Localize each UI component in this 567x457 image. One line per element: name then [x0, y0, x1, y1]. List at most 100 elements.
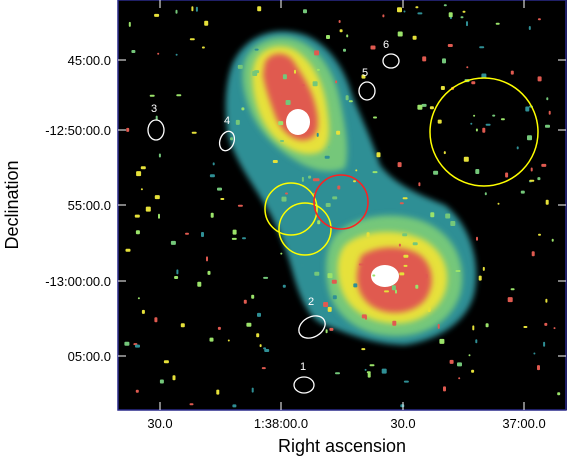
yellow-circle-lower — [278, 202, 332, 256]
point-source — [264, 349, 270, 352]
point-source — [495, 22, 500, 25]
point-source — [135, 230, 140, 235]
source-label-5: 5 — [362, 67, 368, 79]
point-source — [510, 70, 514, 75]
point-source — [472, 325, 475, 331]
point-source — [175, 53, 178, 56]
y-tick-label: 45:00.0 — [68, 53, 111, 68]
point-source — [216, 389, 220, 395]
point-source — [191, 6, 194, 12]
point-source — [553, 327, 556, 330]
point-source — [403, 264, 408, 267]
point-source — [257, 6, 262, 12]
point-source — [485, 323, 489, 328]
point-source — [470, 122, 473, 125]
point-source — [259, 344, 262, 348]
point-source — [468, 354, 471, 357]
point-source — [285, 100, 291, 105]
source-ellipse-3 — [147, 119, 165, 141]
point-source — [204, 20, 209, 26]
point-source — [209, 337, 214, 342]
point-source — [242, 237, 246, 240]
point-source — [353, 283, 358, 288]
point-source — [369, 364, 375, 367]
point-source — [398, 243, 401, 247]
point-source — [537, 365, 540, 371]
point-source — [251, 294, 255, 299]
point-source — [328, 146, 330, 149]
point-source — [180, 323, 185, 328]
point-source — [154, 13, 160, 17]
point-source — [257, 312, 261, 317]
overlay-regions: 1 2 3 4 5 6 — [147, 39, 539, 394]
point-source — [466, 66, 469, 69]
x-tick-label: 30.0 — [390, 416, 415, 431]
point-source — [325, 329, 328, 334]
y-axis-title: Declination — [2, 160, 22, 249]
point-source — [484, 192, 487, 196]
point-source — [197, 281, 202, 287]
point-source — [346, 34, 349, 38]
point-source — [174, 276, 179, 279]
point-source — [373, 116, 377, 119]
point-source — [485, 123, 491, 126]
point-source — [172, 375, 176, 381]
point-source — [412, 242, 418, 246]
point-source — [206, 256, 208, 262]
point-source — [317, 220, 321, 225]
source-label-2: 2 — [308, 296, 314, 308]
point-source — [353, 180, 356, 183]
point-source — [126, 127, 130, 132]
point-source — [128, 21, 131, 27]
point-source — [455, 270, 461, 272]
point-source — [423, 274, 428, 279]
point-source — [308, 175, 312, 179]
point-source — [400, 404, 405, 408]
point-source — [403, 380, 409, 383]
point-source — [462, 10, 466, 13]
source-label-1: 1 — [300, 361, 306, 373]
point-source — [422, 56, 427, 62]
point-source — [382, 14, 385, 18]
point-source — [189, 38, 195, 41]
point-source — [346, 270, 351, 274]
y-tick-label: 55:00.0 — [68, 198, 111, 213]
point-source — [531, 251, 535, 257]
point-source — [329, 327, 334, 331]
point-source — [348, 100, 353, 103]
point-source — [201, 232, 204, 237]
point-source — [417, 12, 423, 15]
point-source — [343, 48, 346, 52]
point-source — [327, 306, 332, 312]
point-source — [507, 297, 513, 303]
point-source — [325, 203, 331, 207]
x-tick-label: 37:00.0 — [502, 416, 545, 431]
point-source — [301, 176, 304, 182]
point-source — [335, 80, 338, 84]
point-source — [448, 12, 453, 18]
point-source — [445, 213, 451, 219]
point-source — [158, 213, 160, 219]
point-source — [332, 196, 338, 200]
red-circle — [313, 174, 369, 230]
point-source — [312, 81, 318, 87]
point-source — [232, 404, 237, 408]
point-source — [370, 45, 376, 50]
point-source — [131, 50, 136, 53]
point-source — [314, 271, 320, 276]
point-source — [429, 106, 434, 110]
point-source — [516, 146, 519, 150]
point-source — [280, 140, 284, 142]
point-source — [220, 198, 225, 200]
point-source — [359, 245, 363, 248]
point-source — [339, 29, 343, 33]
point-source — [545, 298, 548, 303]
point-source — [155, 115, 158, 121]
point-source — [361, 74, 366, 79]
point-source — [443, 4, 447, 7]
point-sources — [124, 4, 561, 408]
point-source — [285, 192, 288, 195]
point-source — [209, 174, 215, 178]
point-source — [176, 94, 182, 97]
point-source — [402, 233, 408, 237]
